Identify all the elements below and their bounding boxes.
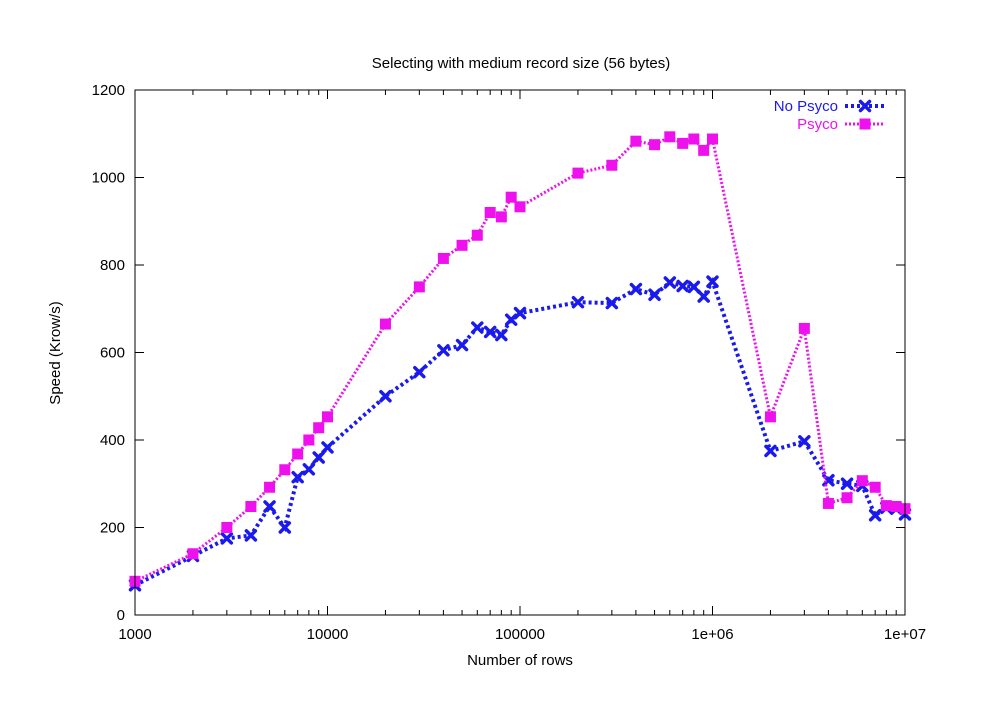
y-axis-label: Speed (Krow/s) (47, 301, 64, 404)
data-point-no-psyco (312, 451, 325, 464)
axis-ticks: 0 200 400 600 800 1000 1200 1000 10000 100000 1e+0… (92, 82, 926, 643)
data-point-psyco (707, 133, 718, 145)
legend-marker-psyco (859, 118, 871, 130)
data-point-no-psyco (278, 521, 292, 534)
data-point-no-psyco (244, 529, 258, 542)
legend-marker-no-psyco (858, 99, 872, 113)
data-point-psyco (264, 481, 276, 493)
data-point-psyco (677, 137, 689, 149)
data-point-no-psyco (291, 470, 304, 484)
data-point-psyco (437, 252, 449, 264)
data-point-no-psyco (663, 276, 677, 289)
data-point-no-psyco (840, 477, 854, 490)
data-point-psyco (856, 475, 868, 487)
data-point-psyco (413, 281, 425, 293)
data-point-no-psyco (571, 295, 585, 309)
x-tick-label: 10000 (307, 626, 349, 643)
data-point-no-psyco (471, 321, 484, 334)
data-point-psyco (505, 191, 517, 203)
data-point-psyco (630, 135, 642, 147)
data-point-psyco (322, 411, 333, 423)
series-psyco (129, 131, 911, 587)
data-point-psyco (187, 548, 199, 560)
data-point-psyco (303, 434, 315, 446)
x-tick-label: 1e+06 (691, 626, 733, 643)
data-point-no-psyco (687, 280, 701, 294)
data-point-psyco (606, 159, 618, 171)
data-point-psyco (664, 131, 676, 143)
data-point-no-psyco (321, 441, 334, 454)
data-point-psyco (279, 464, 291, 476)
plot-frame (134, 89, 906, 616)
data-point-no-psyco (437, 344, 450, 357)
data-point-no-psyco (455, 338, 469, 352)
data-point-psyco (484, 207, 496, 218)
data-point-no-psyco (706, 275, 719, 288)
data-point-psyco (764, 411, 776, 423)
data-point-no-psyco (798, 435, 811, 448)
data-point-psyco (890, 501, 902, 512)
y-tick-label: 0 (117, 607, 125, 624)
data-point-psyco (313, 422, 325, 434)
data-point-psyco (798, 322, 810, 334)
y-tick-label: 1200 (92, 82, 125, 99)
data-point-psyco (822, 497, 834, 509)
x-tick-label: 1e+07 (884, 626, 926, 643)
data-point-psyco (688, 133, 700, 145)
data-point-psyco (245, 501, 257, 512)
chart-title: Selecting with medium record size (56 by… (372, 55, 670, 72)
y-tick-label: 800 (100, 257, 125, 274)
y-tick-label: 600 (100, 345, 125, 362)
data-point-no-psyco (648, 288, 661, 301)
data-point-psyco (649, 139, 661, 151)
data-point-no-psyco (220, 532, 234, 545)
data-point-psyco (471, 229, 483, 241)
data-point-psyco (572, 167, 584, 179)
data-point-psyco (869, 481, 881, 493)
data-point-psyco (379, 318, 391, 330)
y-tick-label: 400 (100, 432, 125, 449)
data-point-no-psyco (379, 390, 392, 403)
data-point-psyco (221, 522, 233, 533)
data-point-no-psyco (676, 279, 689, 293)
x-tick-label: 100000 (495, 626, 545, 643)
data-point-no-psyco (764, 444, 777, 458)
data-point-psyco (514, 201, 526, 213)
data-point-psyco (456, 239, 468, 251)
data-point-no-psyco (263, 500, 276, 513)
data-point-psyco (495, 211, 507, 223)
data-point-no-psyco (302, 463, 316, 476)
data-point-no-psyco (513, 306, 527, 320)
data-point-no-psyco (483, 325, 497, 339)
data-point-no-psyco (495, 328, 508, 342)
y-tick-label: 1000 (92, 170, 125, 187)
legend-label-psyco: Psyco (797, 116, 838, 133)
data-point-no-psyco (413, 365, 426, 379)
data-point-no-psyco (629, 282, 643, 296)
y-tick-label: 200 (100, 520, 125, 537)
x-axis-label: Number of rows (467, 652, 573, 669)
data-point-no-psyco (868, 509, 882, 522)
series-layer (128, 131, 912, 592)
data-point-psyco (292, 448, 304, 460)
data-point-psyco (698, 144, 710, 156)
data-point-psyco (841, 492, 853, 504)
x-tick-label: 1000 (118, 626, 151, 643)
data-point-no-psyco (605, 296, 619, 310)
data-point-psyco (880, 500, 892, 512)
legend-label-no-psyco: No Psyco (774, 98, 838, 115)
data-point-no-psyco (697, 290, 710, 303)
